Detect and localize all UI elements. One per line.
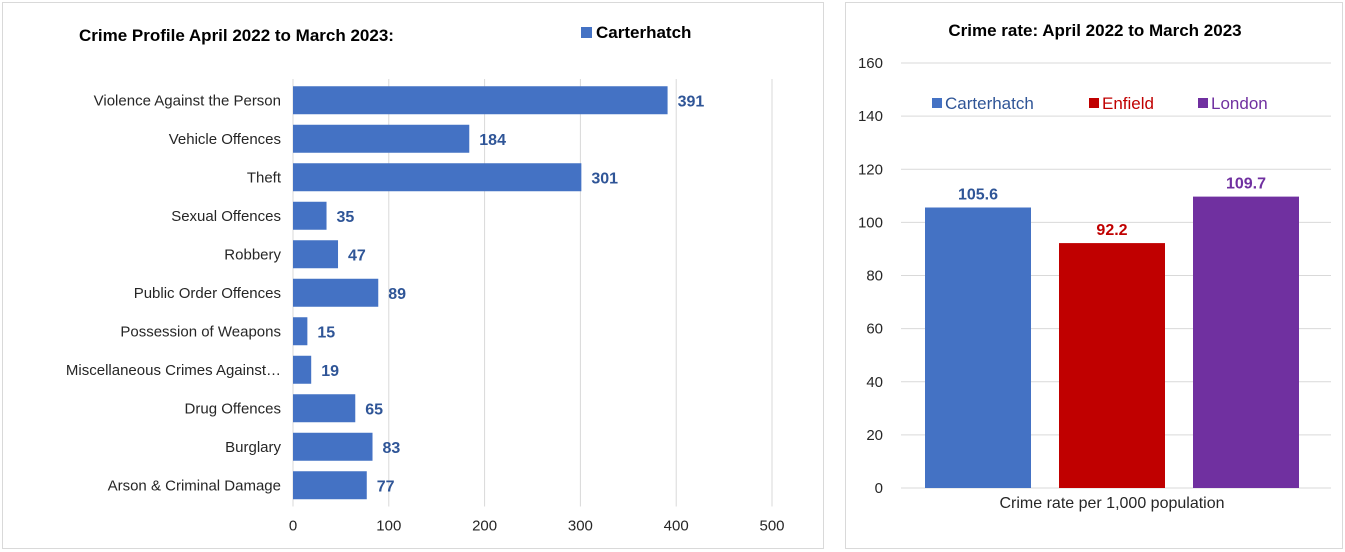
- crime-rate-chart: Crime rate: April 2022 to March 2023 0 20…: [846, 3, 1344, 550]
- bar: [1059, 243, 1165, 488]
- data-label: 109.7: [1226, 176, 1266, 193]
- legend-swatch-carterhatch: [581, 27, 592, 38]
- crime-profile-chart: Crime Profile April 2022 to March 2023: …: [3, 3, 825, 550]
- data-label: 92.2: [1096, 222, 1127, 239]
- bar: [293, 394, 355, 422]
- data-label: 105.6: [958, 187, 998, 204]
- bar: [293, 317, 307, 345]
- bar: [925, 208, 1031, 489]
- y-tick-label: 40: [866, 374, 883, 391]
- legend-label: Carterhatch: [945, 94, 1034, 113]
- data-label: 301: [591, 170, 618, 187]
- crime-rate-chart-panel: Crime rate: April 2022 to March 2023 0 20…: [845, 2, 1343, 549]
- category-label: Sexual Offences: [171, 208, 281, 225]
- legend-swatch: [1198, 98, 1208, 108]
- data-label: 391: [678, 93, 705, 110]
- category-label: Robbery: [224, 246, 281, 263]
- chart-title: Crime Profile April 2022 to March 2023:: [79, 26, 394, 45]
- y-tick-label: 0: [875, 480, 883, 497]
- bar: [293, 279, 378, 307]
- legend-label: London: [1211, 94, 1268, 113]
- y-tick-label: 160: [858, 55, 883, 72]
- bar: [293, 356, 311, 384]
- x-tick-label: 100: [376, 518, 401, 535]
- x-tick-label: 400: [664, 518, 689, 535]
- category-label: Burglary: [225, 439, 281, 456]
- legend-label: Enfield: [1102, 94, 1154, 113]
- category-label: Possession of Weapons: [120, 323, 281, 340]
- y-tick-label: 20: [866, 427, 883, 444]
- y-tick-label: 80: [866, 268, 883, 285]
- y-tick-label: 140: [858, 108, 883, 125]
- data-label: 19: [321, 363, 339, 380]
- data-label: 89: [388, 286, 406, 303]
- x-tick-label: 200: [472, 518, 497, 535]
- category-label: Public Order Offences: [134, 285, 281, 302]
- bar: [293, 163, 581, 191]
- crime-profile-chart-panel: Crime Profile April 2022 to March 2023: …: [2, 2, 824, 549]
- x-tick-label: 500: [759, 518, 784, 535]
- category-label: Violence Against the Person: [94, 92, 281, 109]
- data-label: 77: [377, 478, 395, 495]
- legend-swatch: [932, 98, 942, 108]
- bar: [293, 433, 373, 461]
- category-label: Arson & Criminal Damage: [108, 477, 281, 494]
- chart-title: Crime rate: April 2022 to March 2023: [948, 21, 1241, 40]
- y-tick-label: 120: [858, 161, 883, 178]
- y-tick-label: 100: [858, 214, 883, 231]
- data-label: 65: [365, 401, 383, 418]
- bar: [1193, 197, 1299, 488]
- data-label: 15: [317, 324, 335, 341]
- data-label: 35: [337, 209, 355, 226]
- x-axis-label: Crime rate per 1,000 population: [999, 495, 1224, 512]
- data-label: 83: [383, 440, 401, 457]
- category-label: Vehicle Offences: [169, 131, 281, 148]
- legend-label-carterhatch: Carterhatch: [596, 23, 691, 42]
- bar: [293, 125, 469, 153]
- y-tick-label: 60: [866, 321, 883, 338]
- bar: [293, 240, 338, 268]
- legend-swatch: [1089, 98, 1099, 108]
- data-label: 47: [348, 247, 366, 264]
- bar: [293, 471, 367, 499]
- data-label: 184: [479, 132, 506, 149]
- x-tick-label: 300: [568, 518, 593, 535]
- bar: [293, 86, 668, 114]
- bar: [293, 202, 327, 230]
- category-label: Theft: [247, 169, 282, 186]
- x-tick-label: 0: [289, 518, 297, 535]
- category-label: Miscellaneous Crimes Against…: [66, 362, 281, 379]
- category-label: Drug Offences: [185, 400, 281, 417]
